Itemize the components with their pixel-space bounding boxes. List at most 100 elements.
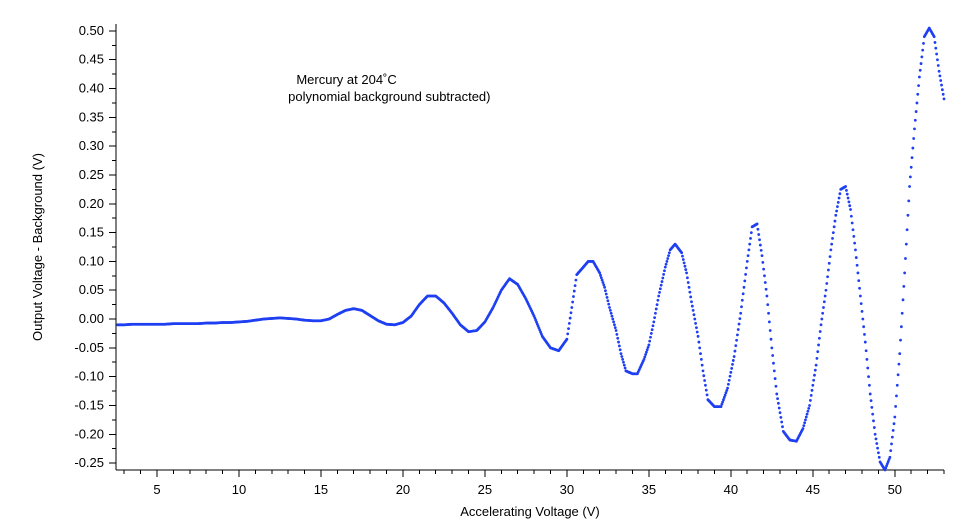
y-tick-label: 0.00 bbox=[79, 311, 104, 326]
data-point bbox=[898, 352, 902, 356]
data-point bbox=[808, 399, 812, 402]
data-point bbox=[774, 384, 778, 388]
data-point bbox=[697, 340, 701, 344]
data-point bbox=[867, 383, 871, 387]
data-point bbox=[871, 412, 875, 416]
data-point bbox=[768, 329, 772, 332]
data-point bbox=[859, 302, 863, 306]
data-point bbox=[702, 374, 706, 378]
data-point bbox=[613, 326, 617, 330]
data-point bbox=[816, 350, 820, 354]
data-point bbox=[834, 213, 838, 217]
data-point bbox=[885, 464, 889, 468]
x-tick-label: 20 bbox=[396, 482, 410, 497]
data-point bbox=[650, 328, 654, 331]
data-point bbox=[804, 418, 807, 422]
data-point bbox=[901, 298, 905, 302]
data-point bbox=[861, 317, 865, 321]
y-tick-label: 0.25 bbox=[79, 167, 104, 182]
data-point bbox=[732, 355, 736, 358]
data-point bbox=[622, 363, 626, 367]
data-point bbox=[698, 346, 702, 350]
data-point bbox=[918, 68, 922, 72]
data-point bbox=[615, 332, 619, 336]
data-point bbox=[685, 271, 688, 275]
data-point bbox=[730, 366, 734, 370]
data-point bbox=[745, 260, 749, 263]
data-point bbox=[773, 377, 777, 380]
data-point bbox=[911, 146, 915, 150]
data-point bbox=[828, 255, 832, 259]
data-point bbox=[612, 320, 616, 324]
data-point bbox=[824, 288, 828, 292]
data-point bbox=[865, 357, 869, 361]
data-point bbox=[763, 281, 767, 284]
data-point bbox=[921, 48, 925, 52]
data-point bbox=[653, 316, 657, 319]
data-point bbox=[891, 429, 895, 432]
data-point bbox=[604, 292, 608, 296]
data-point bbox=[902, 284, 906, 288]
data-point bbox=[611, 317, 615, 321]
data-point bbox=[623, 366, 627, 370]
data-point bbox=[886, 460, 890, 463]
data-point bbox=[661, 276, 665, 280]
data-point bbox=[863, 340, 867, 344]
data-point bbox=[571, 300, 575, 304]
data-point bbox=[572, 295, 575, 298]
data-point bbox=[654, 311, 657, 315]
data-point bbox=[664, 262, 668, 266]
data-point bbox=[942, 97, 946, 101]
data-point bbox=[691, 308, 695, 312]
data-point bbox=[836, 200, 840, 204]
data-point bbox=[618, 348, 622, 352]
data-point bbox=[831, 236, 834, 240]
data-point bbox=[913, 118, 917, 122]
data-point bbox=[658, 287, 662, 291]
x-tick-label: 50 bbox=[888, 482, 902, 497]
data-point bbox=[666, 257, 670, 260]
data-point bbox=[645, 350, 648, 354]
data-point bbox=[831, 231, 835, 234]
data-point bbox=[851, 228, 855, 232]
data-point bbox=[599, 276, 603, 280]
data-point bbox=[835, 209, 839, 213]
data-point bbox=[719, 405, 723, 409]
data-point bbox=[731, 359, 735, 362]
data-point bbox=[827, 261, 831, 265]
data-point bbox=[680, 251, 684, 255]
data-point bbox=[614, 329, 618, 332]
data-point bbox=[940, 83, 943, 87]
data-point bbox=[759, 248, 763, 252]
data-point bbox=[895, 383, 899, 387]
data-point bbox=[695, 326, 698, 330]
data-point bbox=[700, 363, 704, 367]
y-tick-label: -0.05 bbox=[74, 340, 104, 355]
data-point bbox=[854, 256, 858, 259]
data-point bbox=[846, 196, 850, 200]
data-point bbox=[874, 437, 878, 441]
data-point bbox=[652, 320, 656, 324]
data-point bbox=[860, 309, 864, 313]
data-point bbox=[883, 468, 887, 472]
data-point bbox=[686, 281, 690, 284]
data-point bbox=[687, 285, 691, 289]
data-point bbox=[876, 446, 879, 450]
data-point bbox=[775, 392, 779, 396]
data-point bbox=[690, 300, 693, 304]
data-point bbox=[757, 233, 761, 236]
data-point bbox=[845, 192, 849, 196]
data-point bbox=[725, 389, 729, 392]
data-point bbox=[886, 462, 889, 466]
data-point bbox=[823, 294, 827, 298]
data-point bbox=[739, 311, 743, 315]
data-point bbox=[887, 458, 891, 461]
y-tick-label: -0.20 bbox=[74, 426, 104, 441]
data-point bbox=[605, 296, 609, 299]
data-point bbox=[867, 375, 870, 379]
data-point bbox=[565, 337, 569, 341]
data-point bbox=[704, 388, 708, 392]
data-point bbox=[744, 272, 748, 276]
data-point bbox=[836, 205, 839, 209]
y-tick-label: 0.40 bbox=[79, 81, 104, 96]
